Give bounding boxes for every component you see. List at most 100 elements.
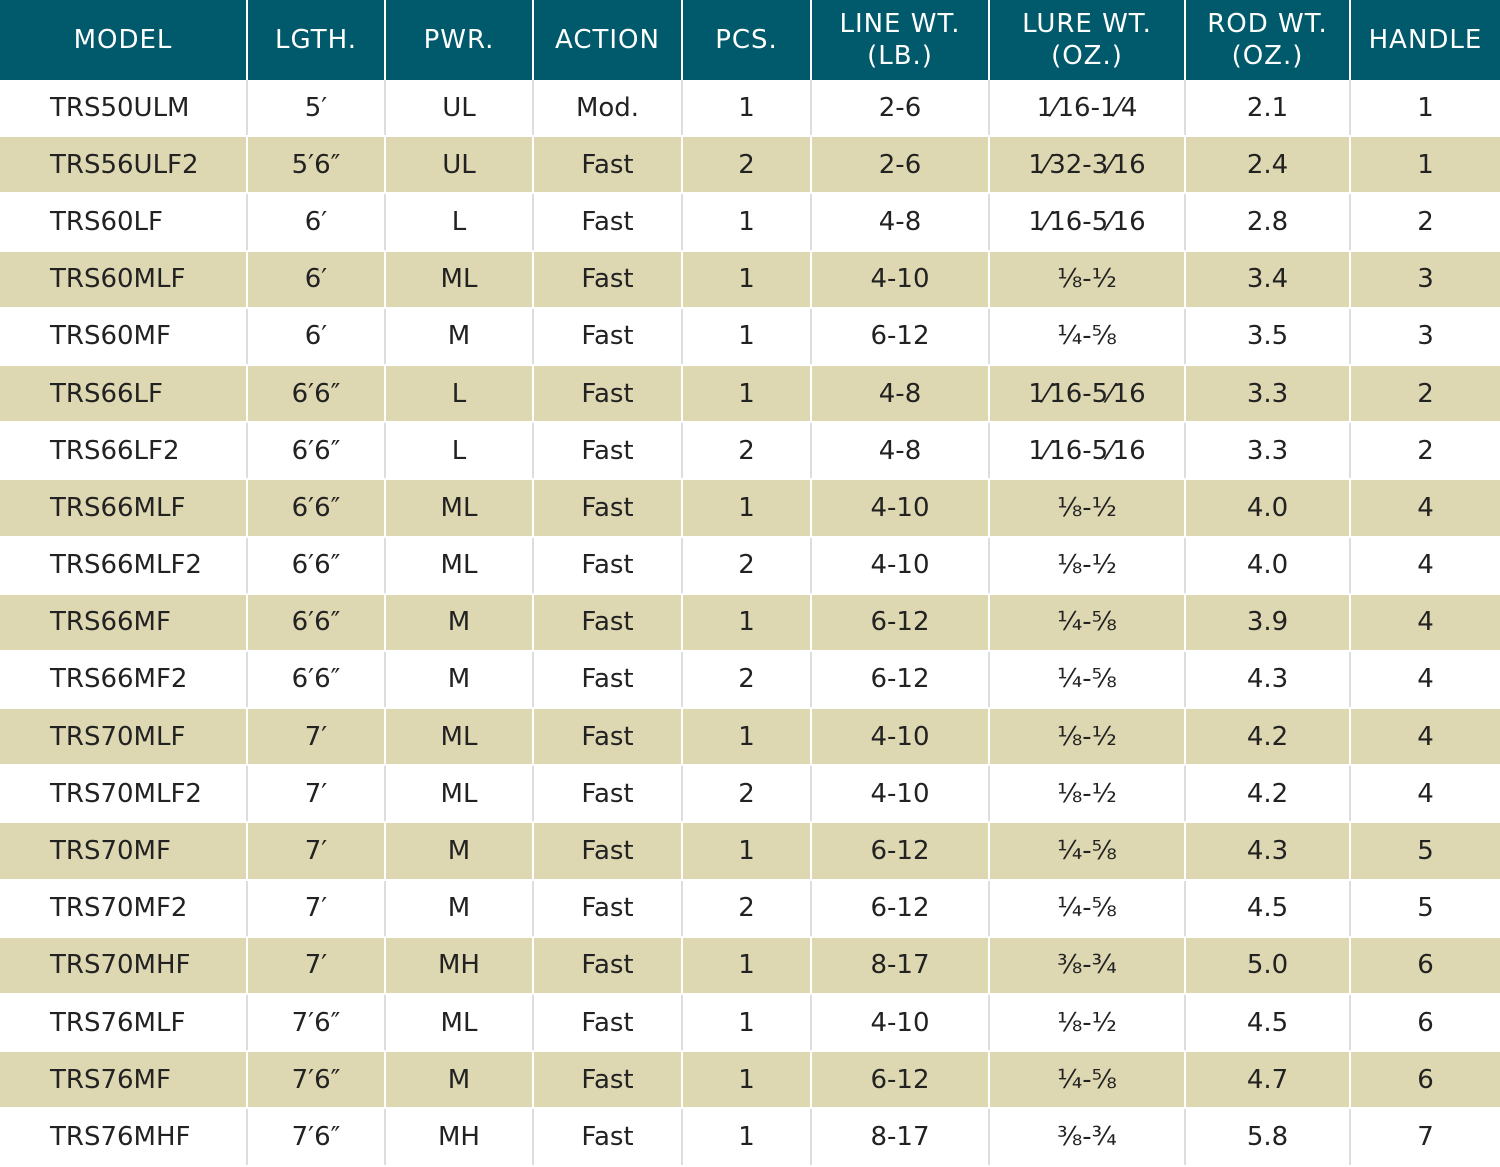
table-cell: 6-12 [811,593,990,652]
table-cell: 3.9 [1185,593,1351,652]
table-cell: 2.4 [1185,136,1351,195]
table-cell: 4 [1350,593,1500,652]
column-header: LINE WT. (LB.) [811,0,990,80]
header-line: (OZ.) [1231,41,1304,71]
table-cell: 4 [1350,708,1500,767]
table-cell: 7′ [247,879,386,938]
table-cell: 1 [682,1108,812,1167]
table-cell: 1 [1350,136,1500,195]
table-cell: 4 [1350,479,1500,538]
table-cell: 5 [1350,822,1500,881]
table-cell: 1 [682,936,812,996]
table-row: TRS76MLF 7′6″ ML Fast 1 4-10 ⅛-½ 4.5 6 [0,994,1500,1053]
table-cell: 1⁄16-5⁄16 [989,422,1186,481]
table-row: TRS66LF 6′6″ L Fast 1 4-8 1⁄16-5⁄16 3.3 2 [0,364,1500,424]
column-header: PCS. [682,0,812,80]
table-cell: ML [385,765,534,824]
table-cell: 3.3 [1185,422,1351,481]
table-cell: 4-10 [811,994,990,1053]
table-cell: 2 [1350,422,1500,481]
table-cell: 4.7 [1185,1051,1351,1110]
header-line: MODEL [73,25,173,55]
table-cell: ⅛-½ [989,708,1186,767]
table-cell: 7′ [247,936,386,996]
table-cell: 7′ [247,765,386,824]
table-cell: TRS70MLF [0,708,248,767]
table-cell: 4 [1350,650,1500,710]
table-cell: TRS50ULM [0,80,248,138]
table-cell: TRS66MLF2 [0,536,248,595]
table-cell: 5′ [247,80,386,138]
table-cell: 1 [682,822,812,881]
table-cell: Fast [533,936,683,996]
table-cell: 6′6″ [247,364,386,424]
table-cell: 4.5 [1185,879,1351,938]
table-cell: TRS66LF [0,364,248,424]
table-cell: Fast [533,536,683,595]
table-cell: M [385,593,534,652]
table-cell: ⅛-½ [989,250,1186,309]
table-cell: 6′6″ [247,422,386,481]
table-cell: TRS56ULF2 [0,136,248,195]
table-cell: 4.2 [1185,708,1351,767]
table-cell: 4-10 [811,708,990,767]
table-cell: 7′6″ [247,994,386,1053]
table-cell: 1 [682,593,812,652]
column-header: ROD WT. (OZ.) [1185,0,1351,80]
table-cell: 3.5 [1185,307,1351,366]
table-cell: 8-17 [811,1108,990,1167]
table-cell: 6′6″ [247,479,386,538]
table-cell: ¼-⅝ [989,650,1186,710]
table-cell: 2 [682,422,812,481]
table-cell: 4-10 [811,250,990,309]
table-cell: M [385,650,534,710]
table-cell: TRS66MLF [0,479,248,538]
table-cell: 6 [1350,1051,1500,1110]
table-cell: ML [385,708,534,767]
table-row: TRS66MF 6′6″ M Fast 1 6-12 ¼-⅝ 3.9 4 [0,593,1500,652]
table-cell: 6 [1350,936,1500,996]
table-cell: 6′6″ [247,650,386,710]
table-cell: Fast [533,479,683,538]
table-row: TRS76MF 7′6″ M Fast 1 6-12 ¼-⅝ 4.7 6 [0,1051,1500,1110]
table-cell: 6-12 [811,879,990,938]
table-row: TRS50ULM 5′ UL Mod. 1 2-6 1⁄16-1⁄4 2.1 1 [0,80,1500,138]
table-cell: L [385,422,534,481]
header-line: (OZ.) [1051,41,1123,71]
table-cell: 4 [1350,765,1500,824]
table-cell: M [385,1051,534,1110]
table-cell: Fast [533,364,683,424]
table-header: MODEL LGTH. PWR. ACTION PCS. LINE WT. (LB.) LUR… [0,0,1500,80]
table-cell: L [385,364,534,424]
table-cell: MH [385,1108,534,1167]
table-cell: 1 [682,364,812,424]
table-cell: 6′ [247,307,386,366]
table-row: TRS70MF2 7′ M Fast 2 6-12 ¼-⅝ 4.5 5 [0,879,1500,938]
table-row: TRS70MF 7′ M Fast 1 6-12 ¼-⅝ 4.3 5 [0,822,1500,881]
table-cell: TRS76MF [0,1051,248,1110]
table-cell: 2 [682,765,812,824]
table-cell: TRS60MF [0,307,248,366]
table-cell: 4-8 [811,422,990,481]
table-cell: TRS76MLF [0,994,248,1053]
table-row: TRS60LF 6′ L Fast 1 4-8 1⁄16-5⁄16 2.8 2 [0,193,1500,252]
header-line: LURE WT. [1022,9,1152,39]
table-cell: TRS60LF [0,193,248,252]
table-cell: ¼-⅝ [989,307,1186,366]
header-line: (LB.) [867,41,933,71]
table-cell: 1 [682,250,812,309]
table-cell: 4-8 [811,193,990,252]
table-cell: 6-12 [811,1051,990,1110]
column-header: PWR. [385,0,534,80]
table-cell: M [385,307,534,366]
table-cell: 2 [682,536,812,595]
column-header: LURE WT. (OZ.) [989,0,1186,80]
table-cell: 4-10 [811,536,990,595]
table-cell: Mod. [533,80,683,138]
table-cell: Fast [533,136,683,195]
table-cell: Fast [533,822,683,881]
table-cell: M [385,879,534,938]
table-cell: 2 [1350,364,1500,424]
table-cell: TRS66MF2 [0,650,248,710]
